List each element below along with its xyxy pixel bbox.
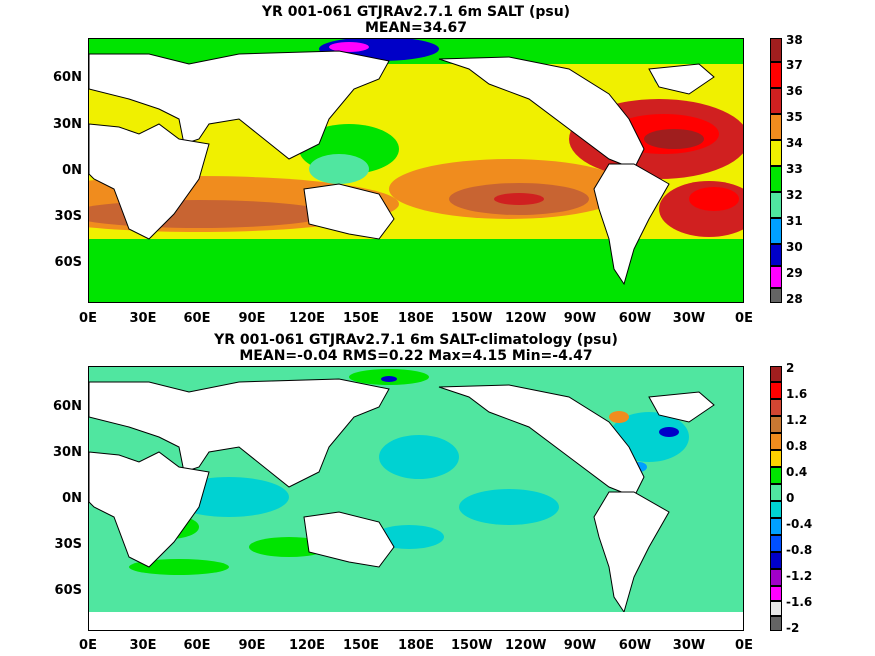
panel1-lat-label: 60N xyxy=(53,70,82,85)
panel2-lon-label: 90E xyxy=(238,638,266,653)
panel1-lon-label: 30E xyxy=(129,311,157,326)
panel1-colorbar-swatch xyxy=(770,114,782,140)
panel2-lon-label: 180E xyxy=(397,638,435,653)
panel2-colorbar-swatch xyxy=(770,433,782,450)
panel2-colorbar-swatch xyxy=(770,366,782,382)
panel2-colorbar-swatch xyxy=(770,518,782,535)
panel2-colorbar-swatch xyxy=(770,552,782,569)
panel1-colorbar-swatch xyxy=(770,288,782,303)
panel1-lat-label: 60S xyxy=(54,255,82,270)
panel2-lon-label: 120W xyxy=(505,638,547,653)
panel2-title-line1: YR 001-061 GTJRAv2.7.1 6m SALT-climatolo… xyxy=(214,332,618,348)
panel1-cb-label: 31 xyxy=(786,214,803,228)
panel1-cb-label: 36 xyxy=(786,84,803,98)
panel2-cb-label: -0.4 xyxy=(786,517,813,531)
panel2-lat-label: 30N xyxy=(53,445,82,460)
panel1-colorbar-swatch xyxy=(770,266,782,288)
panel2-lat-label: 0N xyxy=(62,491,82,506)
panel1-cb-label: 37 xyxy=(786,58,803,72)
panel1-colorbar xyxy=(770,38,782,303)
panel2-colorbar-swatch xyxy=(770,416,782,433)
panel1-cb-label: 35 xyxy=(786,110,803,124)
panel1-lon-label: 60W xyxy=(618,311,652,326)
panel2-cb-label: 0.8 xyxy=(786,439,808,453)
panel1-colorbar-swatch xyxy=(770,244,782,266)
panel1-cb-label: 29 xyxy=(786,266,803,280)
panel1-title-line1: YR 001-061 GTJRAv2.7.1 6m SALT (psu) xyxy=(261,4,571,20)
panel2-cb-label: -1.6 xyxy=(786,595,813,609)
panel1-lat-label: 30S xyxy=(54,209,82,224)
panel2-cb-label: -2 xyxy=(786,621,800,635)
panel1-title-line2: MEAN=34.67 xyxy=(364,20,468,36)
panel2-cb-label: -1.2 xyxy=(786,569,813,583)
panel1-colorbar-swatch xyxy=(770,140,782,166)
panel2-colorbar-swatch xyxy=(770,501,782,518)
panel2-colorbar-swatch xyxy=(770,601,782,616)
panel1-cb-label: 30 xyxy=(786,240,803,254)
panel1-cb-label: 38 xyxy=(786,33,803,47)
panel1-lon-label: 90E xyxy=(238,311,266,326)
panel2-lon-label: 60W xyxy=(618,638,652,653)
panel2-cb-label: 1.6 xyxy=(786,387,808,401)
panel2-lat-label: 30S xyxy=(54,537,82,552)
panel1-colorbar-swatch xyxy=(770,192,782,218)
panel2-colorbar-swatch xyxy=(770,569,782,586)
panel2-cb-label: -0.8 xyxy=(786,543,813,557)
panel1-cb-label: 33 xyxy=(786,162,803,176)
panel2-title-line2: MEAN=-0.04 RMS=0.22 Max=4.15 Min=-4.47 xyxy=(239,348,593,364)
panel2-title: YR 001-061 GTJRAv2.7.1 6m SALT-climatolo… xyxy=(88,332,744,364)
panel2-colorbar-swatch xyxy=(770,467,782,484)
panel2-lon-label: 30W xyxy=(672,638,706,653)
panel2-lon-label: 120E xyxy=(288,638,326,653)
panel2-lon-label: 0E xyxy=(79,638,97,653)
panel1-cb-label: 32 xyxy=(786,188,803,202)
panel1-lon-label: 120W xyxy=(505,311,547,326)
panel1-lon-label: 0E xyxy=(735,311,753,326)
panel1-cb-label: 34 xyxy=(786,136,803,150)
panel1-lon-label: 0E xyxy=(79,311,97,326)
panel1-colorbar-swatch xyxy=(770,88,782,114)
panel2-lon-label: 150E xyxy=(342,638,380,653)
panel2-cb-label: 0 xyxy=(786,491,795,505)
panel1-lon-label: 120E xyxy=(288,311,326,326)
panel1-cb-label: 28 xyxy=(786,292,803,306)
panel2-colorbar-swatch xyxy=(770,616,782,631)
panel1-colorbar-swatch xyxy=(770,218,782,244)
panel2-lon-label: 90W xyxy=(563,638,597,653)
panel1-title: YR 001-061 GTJRAv2.7.1 6m SALT (psu) MEA… xyxy=(88,4,744,36)
panel1-lat-label: 0N xyxy=(62,163,82,178)
panel1-colorbar-swatch xyxy=(770,62,782,88)
panel1-lon-label: 30W xyxy=(672,311,706,326)
panel2-lon-label: 0E xyxy=(735,638,753,653)
panel2-lon-label: 60E xyxy=(183,638,211,653)
panel2-colorbar-swatch xyxy=(770,382,782,399)
panel2-colorbar-swatch xyxy=(770,399,782,416)
panel1-lon-label: 60E xyxy=(183,311,211,326)
panel1-colorbar-swatch xyxy=(770,166,782,192)
panel2-lat-label: 60N xyxy=(53,399,82,414)
panel2-colorbar-swatch xyxy=(770,484,782,501)
panel1-map xyxy=(88,38,744,303)
panel2-lon-label: 150W xyxy=(451,638,493,653)
panel2-lon-label: 30E xyxy=(129,638,157,653)
panel1-lat-label: 30N xyxy=(53,117,82,132)
panel1-lon-label: 150W xyxy=(451,311,493,326)
panel1-lon-label: 180E xyxy=(397,311,435,326)
panel2-colorbar-swatch xyxy=(770,586,782,601)
panel2-colorbar-swatch xyxy=(770,535,782,552)
panel2-lat-label: 60S xyxy=(54,583,82,598)
panel2-cb-label: 1.2 xyxy=(786,413,808,427)
panel2-map xyxy=(88,366,744,631)
panel2-colorbar xyxy=(770,366,782,631)
panel1-lon-label: 90W xyxy=(563,311,597,326)
panel1-lon-label: 150E xyxy=(342,311,380,326)
panel2-colorbar-swatch xyxy=(770,450,782,467)
panel2-cb-label: 0.4 xyxy=(786,465,808,479)
panel2-cb-label: 2 xyxy=(786,361,795,375)
panel1-colorbar-swatch xyxy=(770,38,782,62)
